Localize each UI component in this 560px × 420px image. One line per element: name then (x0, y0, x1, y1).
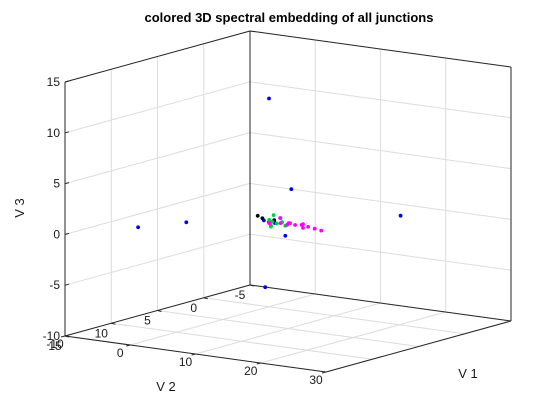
z-tick-label: 5 (53, 177, 60, 191)
data-point-green (270, 220, 275, 224)
y-tick-mark (157, 310, 162, 312)
wall-gridline (249, 233, 512, 271)
z-tick-label: -5 (49, 278, 60, 292)
x-tick-label: 20 (244, 364, 258, 378)
y-tick-label: 15 (48, 339, 62, 353)
grid-layer (64, 30, 512, 373)
box-edge (64, 30, 251, 83)
z-axis-label: V 3 (12, 198, 27, 218)
wall-gridline (249, 182, 512, 220)
floor-gridline (157, 310, 419, 347)
data-point-blue (184, 220, 189, 225)
wall-gridline (64, 233, 251, 286)
data-point-magenta (267, 221, 272, 226)
data-point-blue (263, 285, 268, 290)
y-tick-label: 0 (190, 301, 197, 315)
floor-gridline (203, 297, 465, 335)
data-point-magenta (278, 221, 283, 226)
z-tick-mark (64, 232, 70, 235)
data-point-green (274, 221, 279, 226)
data-point-green (269, 224, 273, 229)
wall-gridline (249, 81, 512, 119)
box-edge (249, 30, 512, 68)
box-edge (325, 320, 512, 373)
data-point-magenta (319, 228, 324, 233)
x-tick-mark (321, 371, 327, 374)
z-tick-mark (64, 80, 70, 83)
z-tick-mark (64, 334, 70, 337)
data-points (136, 96, 403, 290)
y-tick-mark (111, 322, 116, 325)
data-point-magenta (301, 226, 305, 230)
chart-title: colored 3D spectral embedding of all jun… (145, 10, 434, 25)
y-tick-label: 10 (95, 326, 109, 340)
x-tick-mark (256, 362, 261, 365)
wall-gridline (64, 81, 251, 134)
data-point-magenta (293, 223, 297, 227)
z-tick-label: 10 (47, 126, 61, 140)
data-point-magenta (301, 222, 305, 227)
data-point-magenta (306, 224, 310, 229)
data-point-blue (398, 213, 403, 218)
x-tick-label: -10 (46, 337, 64, 351)
y-axis-label: V 2 (156, 379, 176, 394)
x-tick-mark (126, 344, 131, 347)
z-tick-mark (64, 182, 70, 185)
data-point-green (271, 213, 276, 218)
x-tick-label: 30 (309, 373, 323, 387)
data-point-black (255, 213, 260, 218)
data-point-blue (289, 187, 294, 192)
z-tick-label: 0 (53, 227, 60, 241)
z-tick-mark (64, 131, 70, 134)
y-tick-mark (249, 284, 255, 287)
y-tick-label: 5 (144, 314, 151, 328)
y-tick-label: -5 (235, 288, 246, 302)
data-point-magenta (285, 222, 290, 227)
x-tick-label: 10 (179, 355, 193, 369)
data-point-blue (267, 96, 271, 101)
floor-gridline (111, 322, 373, 360)
data-point-magenta (288, 221, 292, 226)
data-point-green (267, 218, 272, 222)
data-point-magenta (278, 216, 282, 220)
y-tick-mark (203, 297, 208, 300)
wall-gridline (64, 132, 251, 185)
data-point-blue (283, 233, 288, 238)
wall-gridline (64, 182, 251, 235)
data-point-magenta (312, 226, 317, 231)
x-tick-mark (191, 353, 196, 356)
z-tick-mark (64, 283, 70, 286)
x-axis-label: V 1 (458, 366, 478, 381)
x-tick-label: 0 (117, 346, 124, 360)
axes-box (60, 30, 512, 374)
box-edge (249, 284, 512, 322)
z-tick-label: -10 (43, 329, 61, 343)
wall-gridline (249, 132, 512, 170)
data-point-blue (136, 225, 141, 230)
data-point-black (260, 216, 265, 221)
x-tick-mark (60, 335, 66, 338)
z-tick-label: 15 (47, 75, 61, 89)
